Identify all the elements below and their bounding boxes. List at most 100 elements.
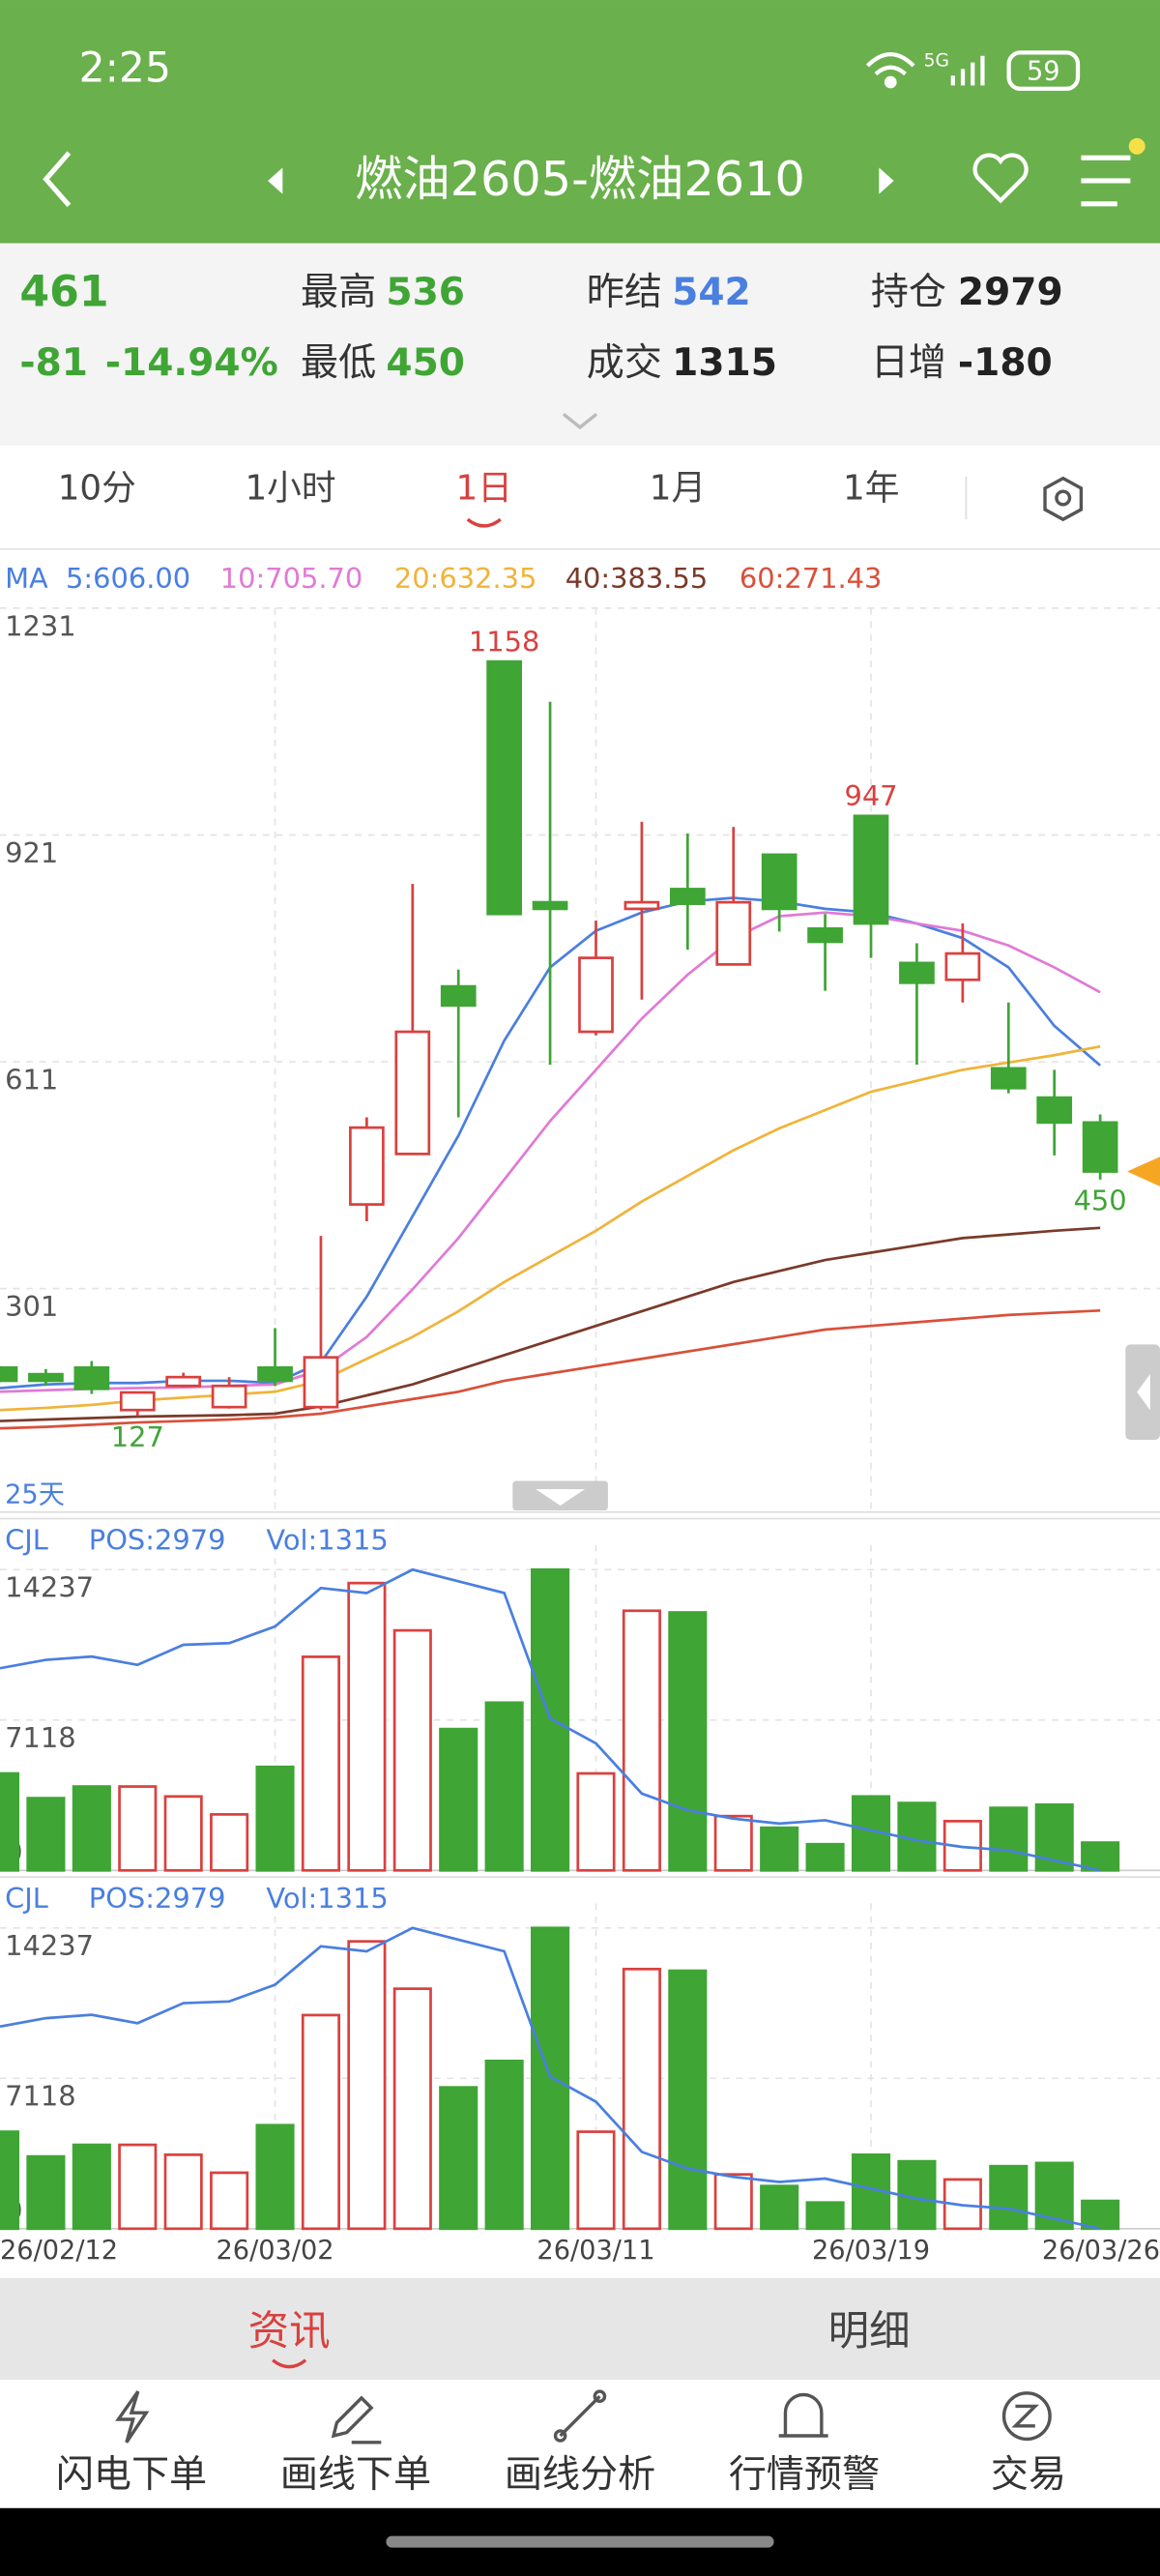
candle-body xyxy=(0,1365,18,1383)
pos-label: POS:2979 xyxy=(89,1882,226,1915)
volume-bar xyxy=(0,1771,20,1872)
volume-bar xyxy=(531,1926,570,2231)
vol-label: Vol:1315 xyxy=(266,1882,388,1915)
indicator-name: CJL xyxy=(5,1523,48,1556)
period-tab[interactable]: 1小时 xyxy=(245,469,335,509)
candle-body xyxy=(349,1126,385,1206)
legend-entry: 40:383.55 xyxy=(566,562,709,595)
volume-bar xyxy=(72,1785,111,1872)
volume-bar xyxy=(713,2173,753,2231)
toolbar-item[interactable]: 行情预警 xyxy=(729,2453,880,2497)
candle-body xyxy=(1036,1096,1073,1125)
period-tab[interactable]: 10分 xyxy=(58,469,136,509)
volume-label: 成交 xyxy=(587,341,662,385)
volume-bar xyxy=(760,1826,799,1872)
volume-bar xyxy=(163,2153,203,2231)
active-tab-indicator xyxy=(466,517,502,528)
volume-bar xyxy=(484,2060,524,2231)
y-tick-label: 14237 xyxy=(5,1929,94,1962)
candle-body xyxy=(303,1356,339,1409)
candle-body xyxy=(715,900,752,966)
next-contract[interactable] xyxy=(879,167,894,194)
volume-bar xyxy=(255,2123,295,2231)
toolbar-item[interactable]: 画线分析 xyxy=(505,2453,655,2497)
candle-body xyxy=(853,814,889,925)
period-tab[interactable]: 1年 xyxy=(843,469,899,509)
favorite-button[interactable] xyxy=(972,153,1029,204)
volume-bar xyxy=(118,2143,158,2231)
volume-bar xyxy=(576,1771,616,1872)
high-label: 947 xyxy=(844,779,897,812)
home-indicator[interactable] xyxy=(386,2535,774,2548)
icon-line-end xyxy=(593,2389,607,2404)
legend-entry: 20:632.35 xyxy=(394,562,537,595)
candle-body xyxy=(624,900,660,911)
open-interest-label: 持仓 xyxy=(871,271,946,314)
volume-bar xyxy=(668,1969,708,2231)
candle-body xyxy=(486,659,522,916)
battery-level: 59 xyxy=(1027,56,1060,86)
legend-title: MA xyxy=(5,562,48,595)
bottom-tab[interactable]: 明细 xyxy=(828,2308,911,2356)
volume-bar xyxy=(439,2086,478,2231)
expand-button[interactable] xyxy=(562,413,598,430)
volume-bar xyxy=(26,1797,66,1872)
last-price-marker xyxy=(1127,1156,1160,1186)
icon-line-start xyxy=(553,2429,567,2443)
position-line xyxy=(0,1567,1101,1872)
volume-bar xyxy=(118,1785,158,1872)
prev-settle-value: 542 xyxy=(672,271,751,314)
collapse-arrow xyxy=(536,1488,586,1506)
low-label: 最低 xyxy=(301,341,376,385)
contract-title: 燃油2605-燃油2610 xyxy=(355,151,805,207)
volume-bar xyxy=(805,2201,845,2231)
volume-bar xyxy=(347,1940,387,2231)
toolbar-item[interactable]: 画线下单 xyxy=(280,2453,431,2497)
quote-bg xyxy=(0,243,1160,446)
open-interest-value: 2979 xyxy=(958,271,1063,314)
y-tick-label: 7118 xyxy=(5,2080,76,2113)
bottom-tab-indicator xyxy=(272,2358,307,2369)
charts: MA 5:606.00 10:705.70 20:632.35 40:383.55 60:… xyxy=(0,562,1160,2266)
toolbar-item[interactable]: 交易 xyxy=(991,2453,1066,2497)
bottom-tab[interactable]: 资讯 xyxy=(248,2308,331,2356)
toolbar-item[interactable]: 闪电下单 xyxy=(56,2453,207,2497)
volume-bar xyxy=(72,2143,111,2231)
volume-bar xyxy=(1081,1841,1120,1872)
period-tab[interactable]: 1日 xyxy=(456,469,512,509)
volume-bar xyxy=(301,1655,341,1872)
price-change: -81 xyxy=(19,341,88,385)
candle-body xyxy=(578,956,614,1034)
back-button[interactable] xyxy=(43,151,72,208)
x-tick-label: 26/03/11 xyxy=(536,2236,654,2266)
settings-button[interactable] xyxy=(1043,476,1084,522)
y-tick-label: 301 xyxy=(5,1290,58,1323)
candle-body xyxy=(990,1067,1027,1090)
volume-bar xyxy=(989,2164,1029,2231)
toolbar-bg xyxy=(0,2380,1160,2508)
candle-body xyxy=(1082,1121,1118,1173)
legend-entry: 60:271.43 xyxy=(740,562,883,595)
icon-trade-mark xyxy=(1011,2404,1039,2428)
low-label: 450 xyxy=(1074,1185,1127,1217)
menu-button[interactable] xyxy=(1081,155,1131,207)
icon-trade xyxy=(1001,2391,1052,2442)
volume-bar xyxy=(484,1701,524,1872)
signal-icon xyxy=(950,55,985,86)
quote-panel: 461 -81 -14.94% 最高 536 最低 450 昨结 542 成交 … xyxy=(19,267,1062,385)
volume-bar xyxy=(760,2184,799,2231)
bottom-tabs-bg xyxy=(0,2277,1160,2381)
oi-change-label: 日增 xyxy=(871,341,946,385)
toolbar-icons xyxy=(115,2389,1052,2444)
y-tick-label: 7118 xyxy=(5,1721,76,1754)
y-tick-label: 921 xyxy=(5,836,58,869)
network-type: 5G xyxy=(924,50,949,71)
candle-body xyxy=(899,961,935,984)
volume-bar xyxy=(439,1727,478,1872)
volume-bar xyxy=(805,1842,845,1872)
x-tick-label: 26/03/02 xyxy=(216,2236,334,2266)
prev-contract[interactable] xyxy=(268,167,283,194)
period-tab[interactable]: 1月 xyxy=(650,469,706,509)
candle-body xyxy=(944,951,981,981)
volume-bar xyxy=(255,1765,295,1872)
